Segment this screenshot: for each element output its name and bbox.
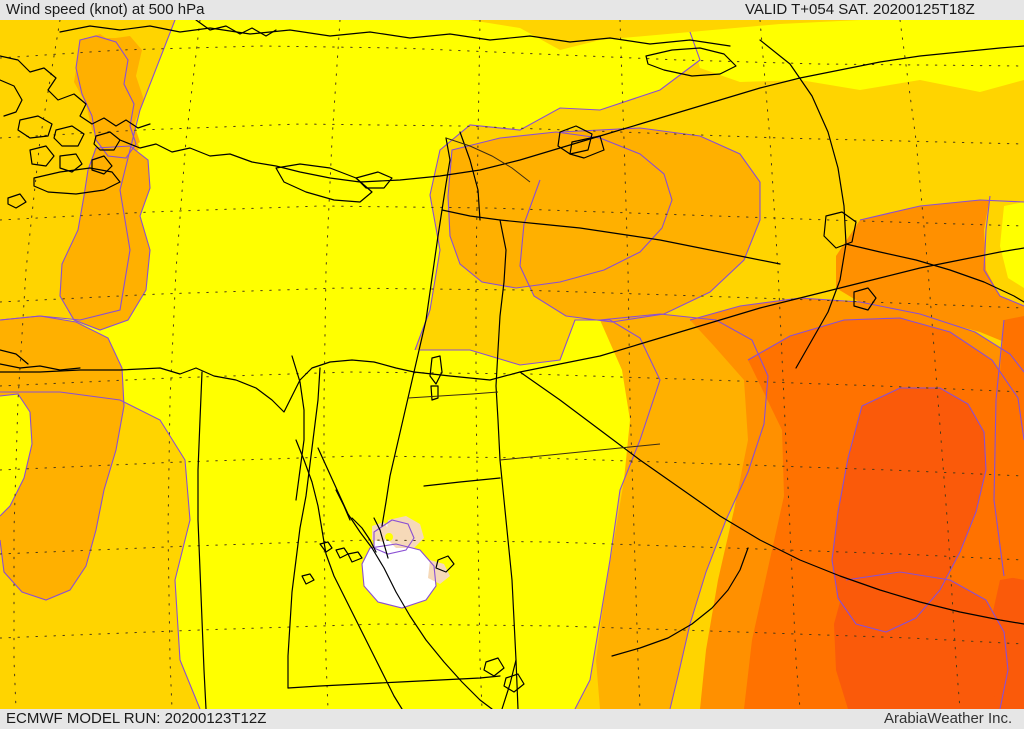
band-low-right-notch [1000,202,1024,288]
band-elevated-aegean-sea [60,146,150,330]
band-low-turkey [690,20,1024,92]
band-low-region [0,20,700,709]
graticule [0,20,1024,709]
band-elevated-central-iraq [520,128,760,322]
header-bar: Wind speed (knot) at 500 hPa VALID T+054… [0,0,1024,20]
band-extreme-right-edge [990,576,1024,709]
footer-bar: ECMWF MODEL RUN: 20200123T12Z ArabiaWeat… [0,709,1024,729]
band-high-iran-upper [836,200,1024,350]
page-title: Wind speed (knot) at 500 hPa [6,1,205,18]
contour-lines [0,20,1024,709]
model-run-label: ECMWF MODEL RUN: 20200123T12Z [6,710,267,727]
band-low-dot [385,533,394,541]
band-extreme-core [832,388,986,632]
band-low-libya-pocket [0,394,32,516]
valid-time-label: VALID T+054 SAT. 20200125T18Z [745,1,975,18]
band-elevated-libya [0,316,124,600]
forecast-map[interactable] [0,20,1024,709]
coastlines [0,20,1024,709]
attribution-label: ArabiaWeather Inc. [884,710,1013,727]
band-lowest-westsaudi [362,544,436,608]
band-elevated-west-anatolia [80,38,140,160]
band-elevated-iraq-gulf [596,314,768,709]
country-borders [407,137,661,461]
band-extreme-core-lower [834,572,1008,709]
band-very-high-right-edge [996,316,1024,580]
